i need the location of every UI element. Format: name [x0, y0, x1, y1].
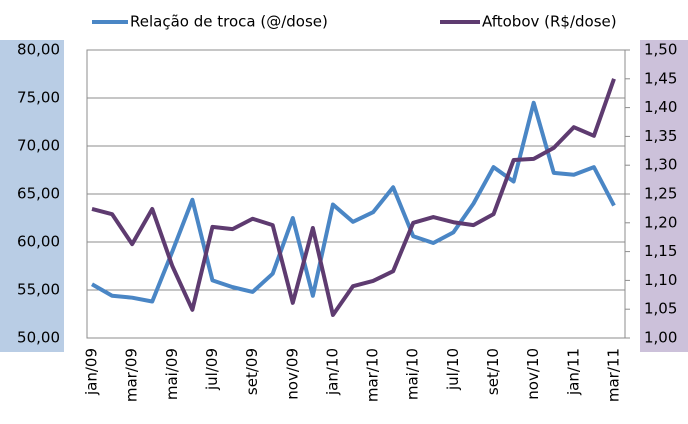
y2-tick-label: 1,00	[644, 329, 677, 347]
y-tick-label: 50,00	[17, 329, 60, 347]
y2-tick-label: 1,35	[644, 127, 677, 145]
y-tick-label: 55,00	[17, 281, 60, 299]
x-tick-label: mai/09	[163, 348, 181, 400]
y-tick-label: 75,00	[17, 89, 60, 107]
y-tick-label: 65,00	[17, 185, 60, 203]
y2-tick-label: 1,50	[644, 41, 677, 59]
y-tick-label: 70,00	[17, 137, 60, 155]
y2-tick-label: 1,45	[644, 69, 677, 87]
y2-tick-label: 1,05	[644, 300, 677, 318]
y2-tick-label: 1,40	[644, 98, 677, 116]
series-line	[91, 78, 616, 317]
y2-tick-label: 1,15	[644, 242, 677, 260]
x-tick-label: jan/09	[83, 348, 101, 396]
x-tick-label: nov/09	[283, 348, 301, 400]
y2-tick-label: 1,10	[644, 271, 677, 289]
series-line	[91, 100, 616, 304]
x-tick-label: nov/10	[524, 348, 542, 400]
x-tick-label: mar/10	[364, 348, 382, 402]
x-tick-label: set/09	[243, 348, 261, 395]
right-axis-band	[640, 40, 688, 352]
x-tick-label: set/10	[484, 348, 502, 395]
legend-label: Aftobov (R$/dose)	[482, 13, 617, 31]
x-tick-label: jan/11	[564, 348, 582, 396]
x-tick-label: jul/09	[203, 348, 221, 391]
x-tick-label: mar/11	[605, 348, 623, 402]
y2-tick-label: 1,20	[644, 213, 677, 231]
y-tick-label: 80,00	[17, 41, 60, 59]
x-tick-label: mai/10	[404, 348, 422, 400]
x-tick-label: jan/10	[323, 348, 341, 396]
legend-label: Relação de troca (@/dose)	[130, 13, 328, 31]
y-tick-label: 60,00	[17, 233, 60, 251]
y2-tick-label: 1,25	[644, 185, 677, 203]
y2-tick-label: 1,30	[644, 156, 677, 174]
x-tick-label: mar/09	[123, 348, 141, 402]
x-tick-label: jul/10	[444, 348, 462, 391]
left-axis-band	[0, 40, 64, 352]
